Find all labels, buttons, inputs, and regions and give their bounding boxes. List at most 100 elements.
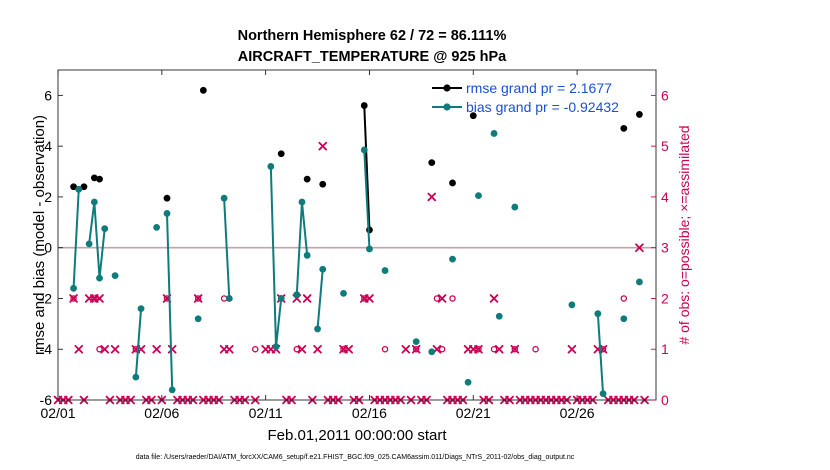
bias-marker [412, 338, 420, 346]
bias-marker [428, 348, 436, 356]
obs-possible-marker [438, 345, 446, 353]
obs-possible-marker [381, 345, 389, 353]
bias-marker [594, 310, 602, 318]
legend-rmse-label: rmse grand pr = 2.1677 [466, 80, 612, 96]
y-right-tick-label: 5 [661, 138, 669, 154]
obs-assimilated-marker [474, 344, 483, 354]
obs-assimilated-marker [344, 344, 353, 354]
obs-assimilated-marker [489, 294, 499, 303]
y-left-tick-label: -6 [40, 392, 53, 408]
rmse-marker [360, 102, 368, 109]
obs-possible-marker [361, 295, 368, 302]
rmse-marker [303, 175, 311, 183]
bias-marker [277, 295, 285, 302]
bias-marker [490, 130, 498, 137]
rmse-line [363, 105, 371, 230]
obs-assimilated-marker [567, 344, 577, 354]
bias-marker [272, 343, 280, 351]
bias-line [363, 149, 371, 250]
x-tick-label: 02/11 [249, 405, 283, 421]
rmse-marker [620, 124, 628, 132]
rmse-marker [428, 159, 436, 167]
obs-assimilated-marker [510, 344, 520, 354]
obs-assimilated-marker [635, 243, 644, 252]
bias-marker [168, 386, 176, 394]
bias-line [72, 189, 80, 289]
obs-assimilated-marker [411, 344, 421, 354]
obs-assimilated-marker [437, 294, 447, 303]
bias-marker [620, 315, 628, 323]
rmse-marker [80, 183, 88, 191]
y-right-tick-label: 3 [661, 240, 669, 256]
obs-assimilated-marker [494, 344, 504, 354]
bias-line [316, 269, 324, 330]
bias-marker [495, 312, 503, 320]
y-right-tick-label: 4 [661, 189, 669, 205]
obs-possible-marker [293, 345, 301, 353]
rmse-marker [70, 183, 77, 191]
y-right-tick-label: 6 [661, 87, 669, 103]
y-right-tick-label: 2 [661, 290, 669, 306]
rmse-marker [199, 86, 207, 94]
obs-possible-marker [449, 295, 456, 302]
y-axis-label-left: rmse and bias (model - observation) [31, 115, 48, 355]
bias-marker [475, 192, 482, 200]
obs-assimilated-marker [95, 294, 104, 303]
bias-marker [568, 301, 576, 309]
bias-line [134, 308, 143, 378]
bias-marker [85, 240, 93, 248]
bias-marker [153, 223, 161, 231]
x-axis-label: Feb.01,2011 00:00:00 start [267, 427, 447, 444]
obs-assimilated-marker [297, 344, 307, 354]
bias-line [223, 198, 231, 299]
bias-marker [137, 305, 145, 313]
obs-possible-marker [433, 295, 441, 302]
obs-assimilated-marker [69, 294, 78, 303]
rmse-marker [277, 150, 285, 158]
data-file-caption: data file: /Users/raeder/DAI/ATM_forcXX/… [136, 454, 575, 461]
plot-frame [57, 69, 657, 401]
obs-assimilated-marker [100, 344, 110, 354]
obs-possible-marker [91, 295, 98, 302]
bias-marker [225, 295, 233, 302]
bias-marker [314, 325, 321, 333]
bias-marker [163, 210, 171, 217]
obs-assimilated-marker [365, 294, 374, 303]
bias-marker [70, 284, 77, 292]
y-left-tick-label: 2 [44, 189, 52, 205]
obs-assimilated-marker [427, 192, 437, 202]
obs-possible-marker [511, 345, 519, 353]
bias-marker [298, 198, 306, 206]
x-tick-label: 02/16 [352, 405, 387, 421]
obs-assimilated-marker [193, 294, 203, 303]
rmse-marker [635, 111, 643, 118]
rmse-marker [449, 179, 456, 187]
obs-assimilated-marker [110, 344, 120, 354]
y-axis-label-right: # of obs: o=possible; ×=assimilated [676, 125, 692, 344]
obs-assimilated-marker [313, 344, 322, 354]
obs-assimilated-marker [225, 344, 234, 354]
legend-rmse-marker [443, 84, 451, 92]
x-tick-label: 02/26 [560, 405, 595, 421]
bias-marker [511, 203, 519, 211]
chart-title-line1: Northern Hemisphere 62 / 72 = 86.111% [238, 28, 507, 44]
bias-marker [267, 163, 275, 170]
obs-assimilated-marker [167, 344, 177, 354]
y-left-tick-label: -2 [40, 290, 53, 306]
obs-possible-marker [412, 345, 420, 353]
legend-bias-label: bias grand pr = -0.92432 [466, 99, 619, 115]
rmse-marker [319, 180, 327, 188]
bias-marker [366, 245, 373, 253]
y-right-tick-label: 0 [661, 392, 669, 408]
obs-assimilated-marker [74, 344, 84, 354]
obs-assimilated-marker [401, 344, 411, 354]
bias-marker [293, 291, 301, 299]
bias-line [596, 313, 605, 394]
bias-marker [464, 378, 472, 386]
obs-possible-marker [532, 345, 539, 353]
bias-marker [220, 194, 228, 202]
obs-possible-marker [252, 345, 259, 353]
bias-marker [75, 185, 83, 193]
plot-area [58, 70, 656, 400]
